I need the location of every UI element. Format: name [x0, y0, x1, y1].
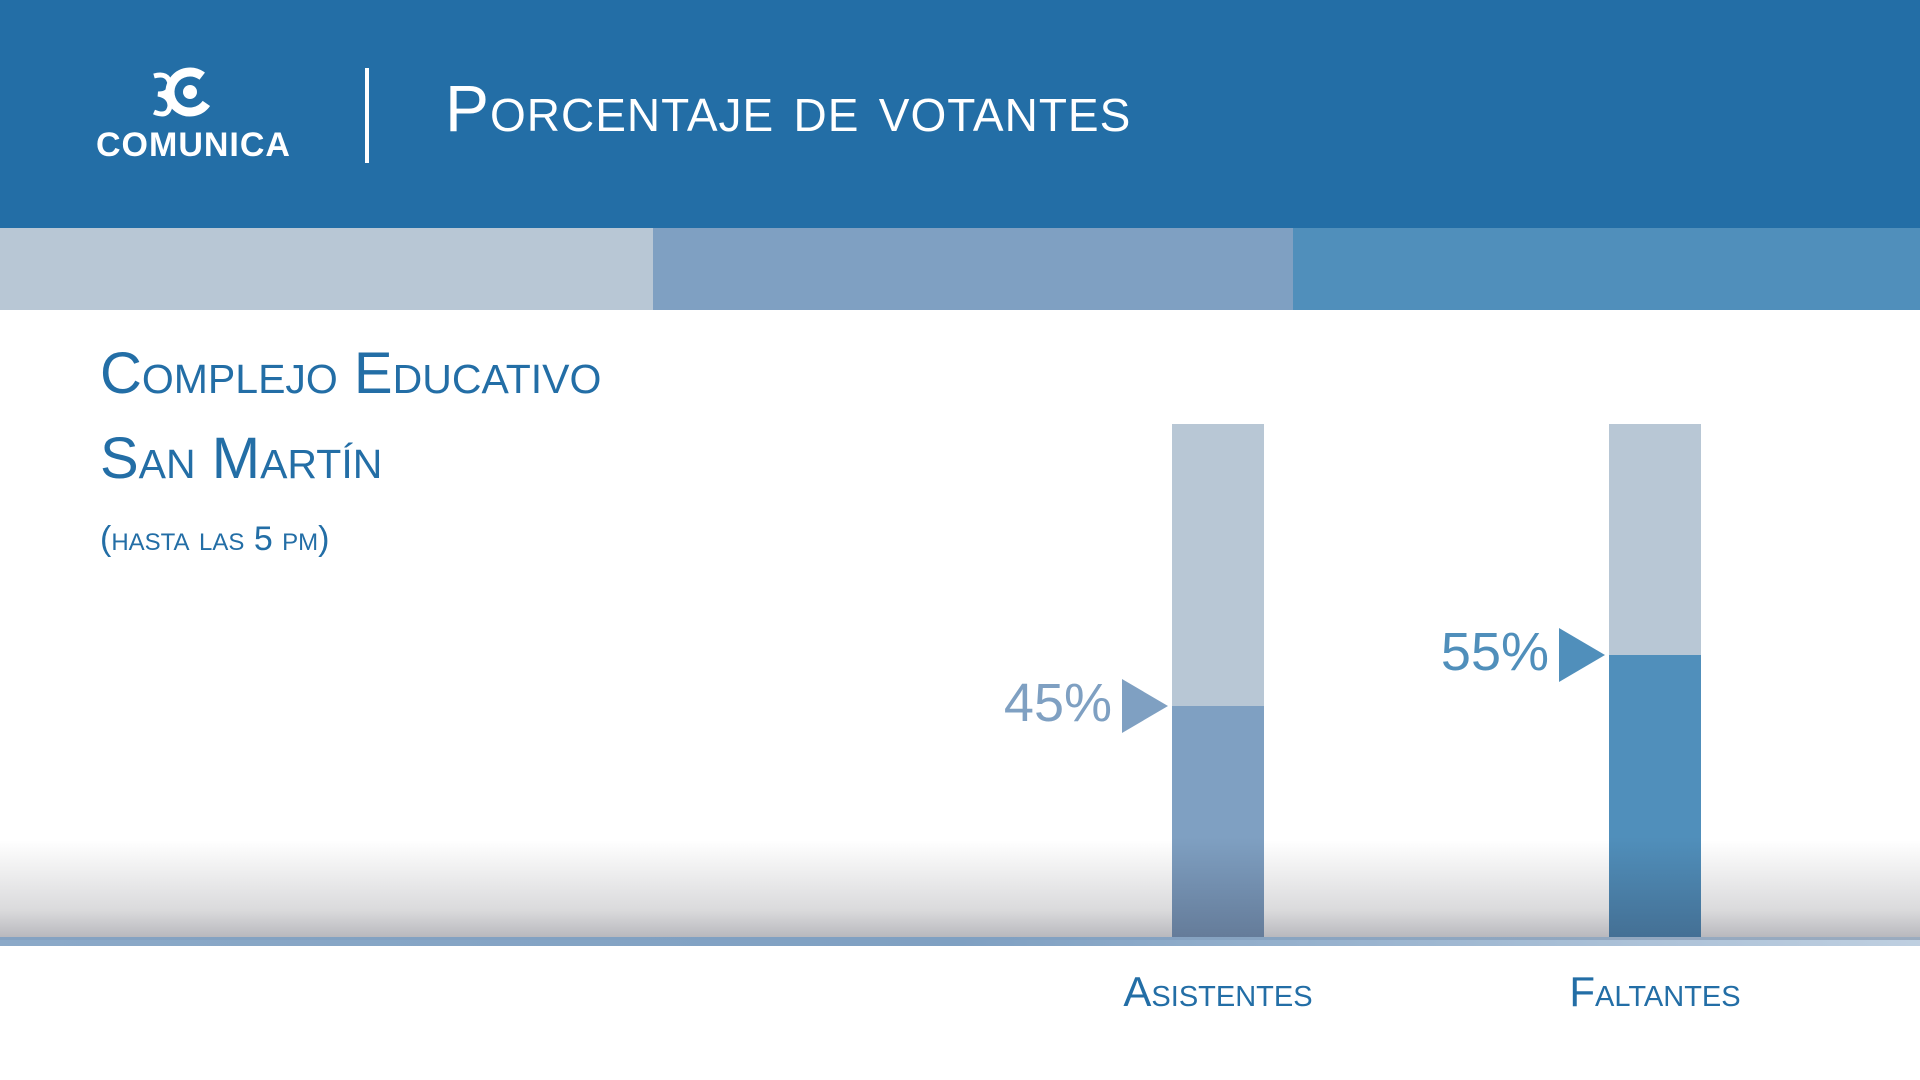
location-line-2: San Martín: [100, 426, 383, 491]
bar-faltantes: [1609, 654, 1701, 937]
baseline: [0, 937, 1920, 946]
stripe-dark: [1293, 228, 1920, 310]
bar-shadow-1: [1609, 837, 1701, 937]
category-label-asistentes: Asistentes: [1123, 968, 1313, 1015]
stripe-mid: [653, 228, 1293, 310]
brand-name: COMUNICA: [96, 126, 291, 164]
time-note: (hasta las 5 pm): [100, 520, 330, 558]
value-label-asistentes: 45%: [1003, 673, 1112, 734]
brand-logo: COMUNICA: [92, 66, 312, 166]
page-title: Porcentaje de votantes: [445, 71, 1132, 145]
location-line-1: Complejo Educativo: [100, 341, 602, 406]
bar-shadow-0: [1172, 837, 1264, 937]
stripe-light: [0, 228, 653, 310]
category-label-faltantes: Faltantes: [1569, 968, 1741, 1015]
header-divider: [365, 68, 369, 163]
triangle-right-icon: [1559, 627, 1605, 682]
bar-asistentes: [1172, 706, 1264, 937]
floor-shadow: [0, 840, 1920, 940]
triangle-right-icon: [1122, 679, 1168, 734]
header-bar: COMUNICA Porcentaje de votantes: [0, 0, 1920, 228]
value-label-faltantes: 55%: [1440, 621, 1549, 682]
comunica-logo-icon: [153, 67, 215, 117]
